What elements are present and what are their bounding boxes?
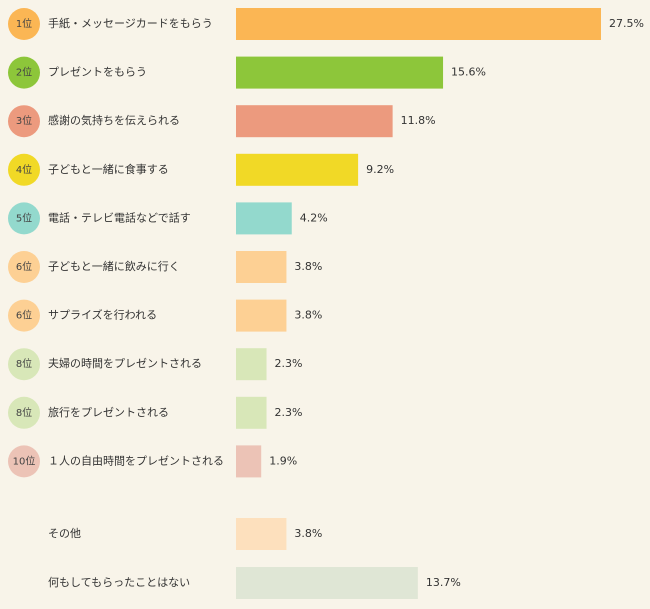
rank-badge — [8, 445, 40, 478]
category-label: 夫婦の時間をプレゼントされる — [48, 356, 202, 370]
category-label: 感謝の気持ちを伝えられる — [48, 113, 180, 127]
rank-badge — [8, 396, 40, 429]
bar — [236, 105, 393, 138]
rank-badge — [8, 251, 40, 283]
rank-label: 6位 — [16, 309, 32, 322]
rank-label: 6位 — [16, 260, 32, 273]
value-label: 11.8% — [401, 114, 436, 127]
rank-badge — [8, 105, 40, 138]
value-label: 13.7% — [426, 576, 461, 589]
category-label: 電話・テレビ電話などで話す — [48, 210, 191, 224]
rank-label: 5位 — [16, 211, 32, 224]
bar — [236, 299, 287, 332]
rank-badge — [8, 8, 40, 40]
category-label: 旅行をプレゼントされる — [48, 405, 169, 419]
category-label: 子どもと一緒に食事する — [48, 162, 169, 176]
rank-badge — [8, 299, 40, 332]
value-label: 3.8% — [294, 527, 322, 540]
bar — [236, 8, 601, 40]
rank-label: 4位 — [16, 163, 32, 176]
bar — [236, 202, 292, 235]
bar — [236, 567, 418, 599]
rank-label: 8位 — [16, 406, 32, 419]
bar — [236, 396, 267, 429]
rank-badge — [8, 202, 40, 235]
value-label: 15.6% — [451, 66, 486, 79]
rank-badge — [8, 348, 40, 381]
value-label: 27.5% — [609, 17, 644, 30]
bar — [236, 251, 287, 283]
value-label: 3.8% — [294, 260, 322, 273]
category-label: １人の自由時間をプレゼントされる — [48, 453, 224, 467]
category-label: プレゼントをもらう — [48, 66, 147, 79]
value-label: 4.2% — [300, 211, 328, 224]
category-label: 何もしてもらったことはない — [48, 576, 190, 589]
category-label: 手紙・メッセージカードをもらう — [48, 16, 213, 30]
rank-label: 2位 — [16, 66, 32, 79]
bar — [236, 56, 444, 89]
rank-badge — [8, 56, 40, 89]
rank-label: 1位 — [16, 17, 32, 30]
rank-label: 8位 — [16, 357, 32, 370]
value-label: 1.9% — [269, 454, 297, 467]
value-label: 2.3% — [275, 406, 303, 419]
rank-badge — [8, 153, 40, 186]
value-label: 2.3% — [275, 357, 303, 370]
bar — [236, 348, 267, 381]
value-label: 3.8% — [294, 309, 322, 322]
value-label: 9.2% — [366, 163, 394, 176]
category-label: 子どもと一緒に飲みに行く — [48, 259, 180, 273]
bar — [236, 518, 287, 550]
bar — [236, 153, 359, 186]
category-label: サプライズを行われる — [48, 308, 157, 322]
category-label: その他 — [48, 527, 81, 540]
bar — [236, 445, 262, 478]
rank-label: 3位 — [16, 114, 32, 127]
rank-label: 10位 — [13, 454, 36, 467]
